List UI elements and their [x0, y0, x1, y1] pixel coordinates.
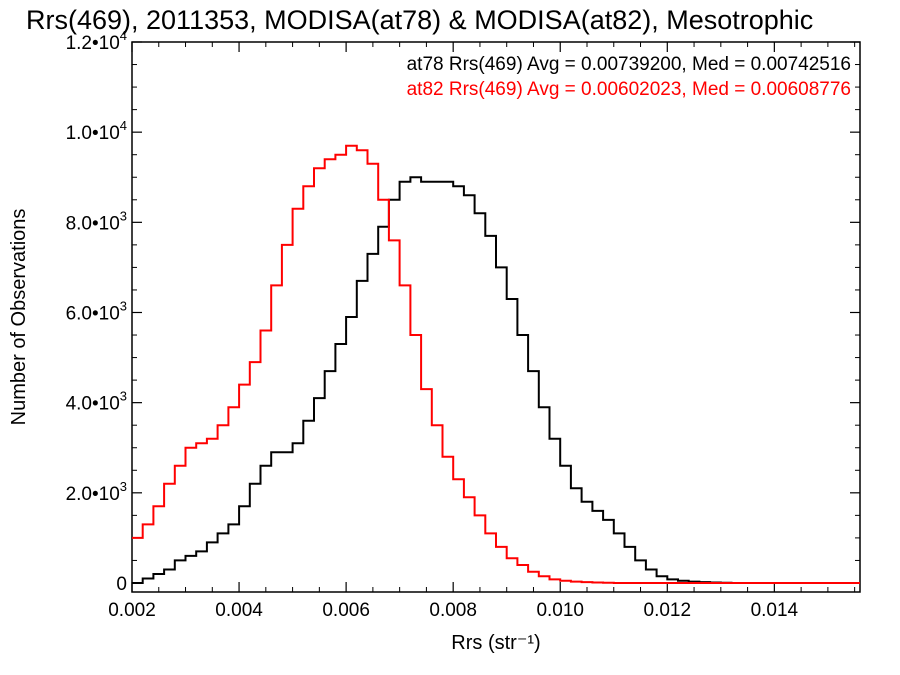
series-line-at82 — [132, 144, 860, 584]
y-tick-label: 1.0•104 — [66, 118, 127, 144]
y-tick-mantissa: 1.0•10 — [66, 123, 120, 144]
y-tick-label: 2.0•103 — [66, 479, 127, 505]
x-tick-label: 0.002 — [108, 600, 156, 621]
y-tick-label: 0 — [116, 574, 127, 595]
y-tick-mantissa: 0 — [116, 574, 127, 595]
x-tick-label: 0.008 — [429, 600, 477, 621]
y-tick-mantissa: 4.0•10 — [66, 394, 120, 415]
x-tick-label: 0.006 — [322, 600, 370, 621]
y-tick-label: 1.2•104 — [66, 28, 127, 54]
series-line-at78 — [132, 176, 860, 584]
y-tick-mantissa: 6.0•10 — [66, 303, 120, 324]
y-tick-label: 4.0•103 — [66, 389, 127, 415]
x-tick-label: 0.004 — [215, 600, 263, 621]
y-tick-exponent: 3 — [120, 479, 127, 494]
legend-entry-at78: at78 Rrs(469) Avg = 0.00739200, Med = 0.… — [407, 54, 851, 75]
y-tick-exponent: 4 — [120, 28, 127, 43]
axis-ticks: 0.002 0.004 0.006 0.008 0.010 0.012 0.014 0 2.0•… — [66, 28, 860, 621]
series-lines — [132, 144, 860, 584]
y-tick-exponent: 3 — [120, 208, 127, 223]
x-tick-label: 0.014 — [751, 600, 799, 621]
x-tick-label: 0.012 — [644, 600, 692, 621]
y-tick-mantissa: 2.0•10 — [66, 484, 120, 505]
y-tick-exponent: 3 — [120, 389, 127, 404]
y-axis-label: Number of Observations — [8, 209, 30, 426]
y-tick-mantissa: 8.0•10 — [66, 213, 120, 234]
y-tick-exponent: 4 — [120, 118, 127, 133]
y-tick-mantissa: 1.2•10 — [66, 33, 120, 54]
chart-title: Rrs(469), 2011353, MODISA(at78) & MODISA… — [26, 5, 813, 35]
y-tick-exponent: 3 — [120, 298, 127, 313]
y-tick-label: 6.0•103 — [66, 298, 127, 324]
legend-entry-at82: at82 Rrs(469) Avg = 0.00602023, Med = 0.… — [407, 79, 851, 100]
plot-frame — [131, 41, 861, 593]
x-axis-label: Rrs (str⁻¹) — [451, 632, 540, 654]
y-tick-label: 8.0•103 — [66, 208, 127, 234]
x-tick-label: 0.010 — [536, 600, 584, 621]
